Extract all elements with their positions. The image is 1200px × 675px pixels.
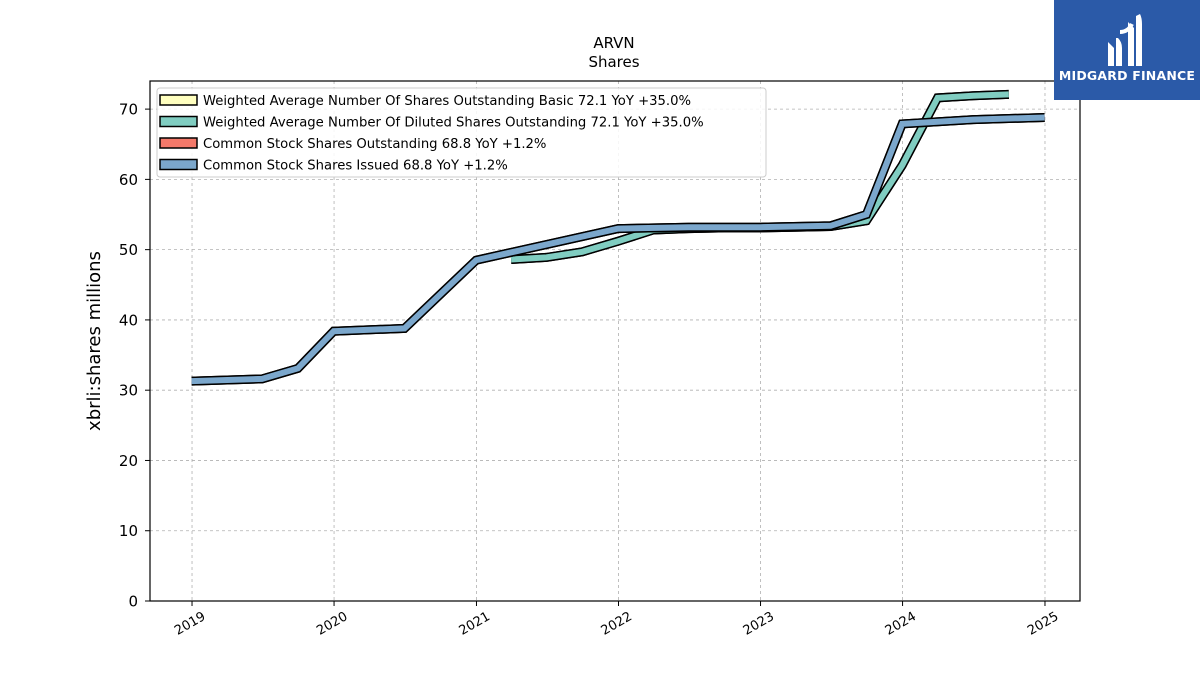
legend-swatch (159, 158, 198, 171)
legend-label: Weighted Average Number Of Diluted Share… (203, 116, 704, 131)
y-tick-label: 50 (119, 241, 138, 259)
series-4 (191, 113, 1045, 386)
y-tick-label: 40 (119, 311, 138, 329)
x-tick-label: 2024 (883, 609, 919, 639)
x-tick-label: 2020 (314, 609, 350, 639)
series-line (191, 114, 1045, 385)
chart-subtitle: Shares (588, 53, 639, 71)
logo-text: MIDGARD FINANCE (1058, 68, 1196, 83)
legend-swatch (159, 115, 198, 128)
x-tick-label: 2021 (457, 609, 493, 639)
y-axis-label: xbrli:shares millions (84, 251, 105, 431)
plot-frame (149, 80, 1081, 602)
legend: Weighted Average Number Of Shares Outsta… (156, 87, 767, 178)
legend-swatch (159, 137, 198, 149)
x-tick-label: 2023 (741, 609, 777, 639)
legend-frame (156, 87, 767, 178)
x-tick-label: 2022 (599, 609, 635, 639)
legend-label: Common Stock Shares Outstanding 68.8 YoY… (203, 137, 546, 152)
chart-title: ARVN (593, 34, 634, 52)
axes: 0 10 20 30 40 50 60 70 2019 2020 2021 2022 2023 2024 2… (119, 101, 1061, 639)
series-layer (191, 89, 1045, 386)
y-tick-label: 20 (119, 452, 138, 470)
y-tick-label: 30 (119, 382, 138, 400)
legend-swatch (159, 94, 198, 106)
y-tick-label: 60 (119, 171, 138, 189)
y-tick-label: 70 (119, 101, 138, 119)
legend-label: Common Stock Shares Issued 68.8 YoY +1.2… (203, 159, 508, 174)
legend-label: Weighted Average Number Of Shares Outsta… (203, 94, 691, 109)
x-tick-label: 2019 (172, 609, 208, 639)
x-tick-label: 2025 (1025, 609, 1061, 639)
logo-mark-icon (1108, 14, 1142, 66)
brand-logo: MIDGARD FINANCE (1054, 0, 1200, 100)
y-tick-label: 10 (119, 522, 138, 540)
y-tick-label: 0 (128, 593, 138, 611)
